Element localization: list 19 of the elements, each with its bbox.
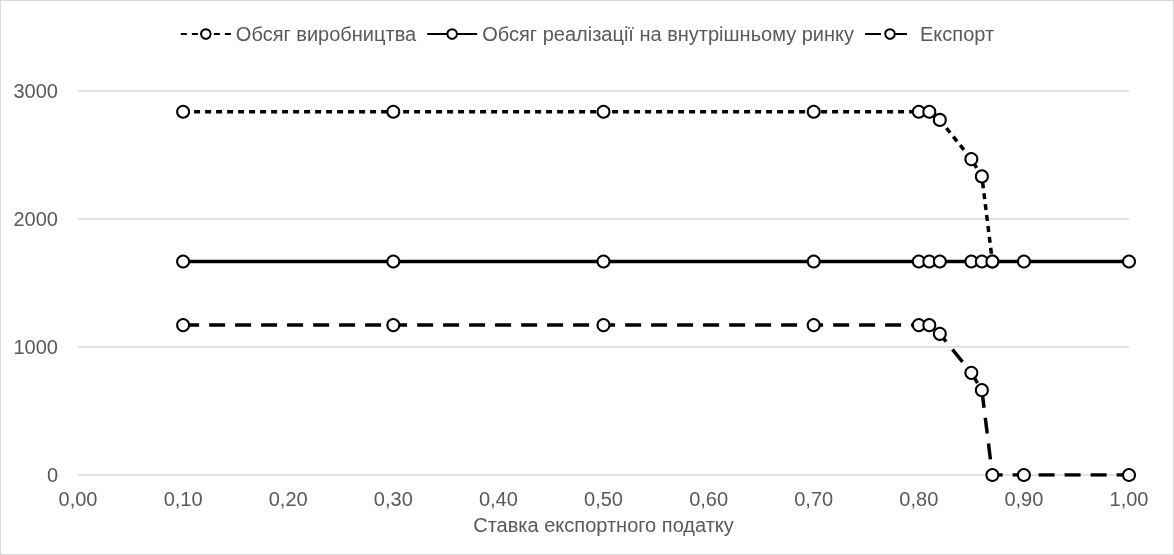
y-tick-label: 2000 — [13, 208, 58, 230]
x-tick-label: 0,30 — [373, 488, 413, 510]
x-tick-label: 0,40 — [478, 488, 518, 510]
x-axis-title: Ставка експортного податку — [473, 514, 734, 536]
x-tick-label: 0,20 — [268, 488, 308, 510]
x-tick-label: 0,90 — [1004, 488, 1044, 510]
x-tick-label: 0,60 — [689, 488, 729, 510]
x-tick-label: 0,70 — [794, 488, 834, 510]
legend-label: Експорт — [920, 23, 995, 45]
y-tick-label: 1000 — [13, 336, 58, 358]
x-tick-label: 0,10 — [163, 488, 203, 510]
legend-label: Обсяг виробництва — [235, 23, 418, 45]
x-tick-label: 1,00 — [1109, 488, 1149, 510]
legend-label: Обсяг реалізації на внутрішньому ринку — [482, 23, 855, 45]
x-tick-label: 0,50 — [584, 488, 623, 510]
y-tick-label: 3000 — [13, 80, 58, 102]
x-tick-label: 0,00 — [58, 488, 98, 510]
y-tick-label: 0 — [46, 464, 58, 486]
x-tick-label: 0,80 — [899, 488, 939, 510]
